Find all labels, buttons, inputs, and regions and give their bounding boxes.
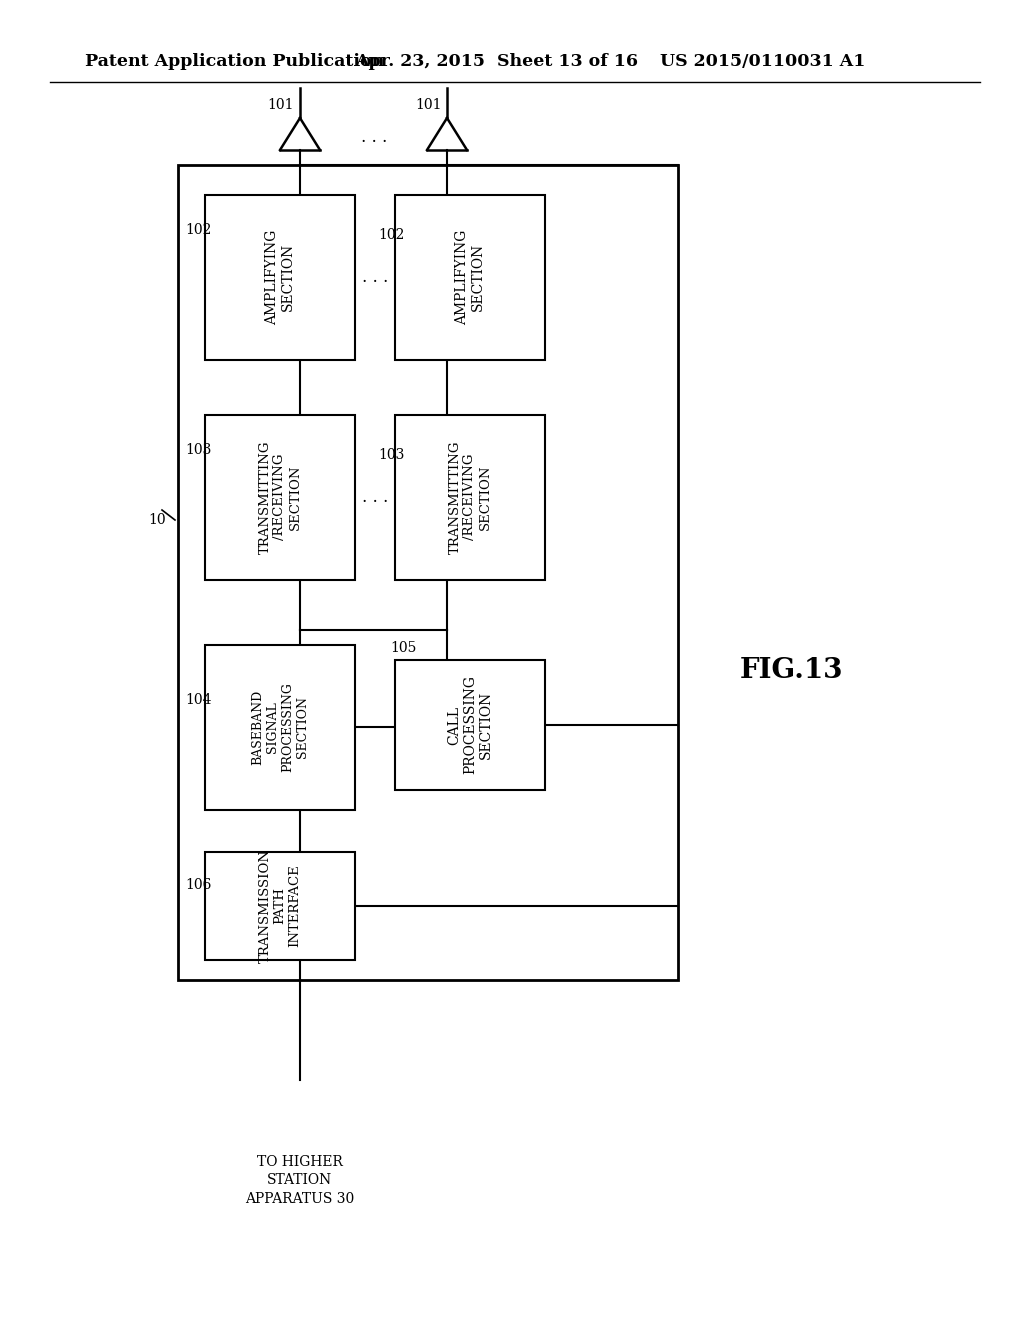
Text: 103: 103 bbox=[185, 444, 211, 457]
Text: 10: 10 bbox=[148, 513, 166, 527]
Text: 102: 102 bbox=[185, 223, 211, 238]
Text: TRANSMITTING
/RECEIVING
SECTION: TRANSMITTING /RECEIVING SECTION bbox=[258, 441, 301, 554]
Text: 104: 104 bbox=[185, 693, 212, 708]
Text: AMPLIFYING
SECTION: AMPLIFYING SECTION bbox=[455, 230, 485, 325]
Text: 101: 101 bbox=[415, 98, 441, 112]
Bar bbox=[205, 414, 355, 579]
Text: FIG.13: FIG.13 bbox=[740, 656, 844, 684]
Text: Apr. 23, 2015  Sheet 13 of 16: Apr. 23, 2015 Sheet 13 of 16 bbox=[355, 54, 638, 70]
Bar bbox=[395, 195, 545, 360]
Text: AMPLIFYING
SECTION: AMPLIFYING SECTION bbox=[265, 230, 295, 325]
Text: 105: 105 bbox=[390, 642, 417, 655]
Bar bbox=[178, 165, 678, 979]
Text: TRANSMISSION
PATH
INTERFACE: TRANSMISSION PATH INTERFACE bbox=[258, 849, 301, 964]
Text: Patent Application Publication: Patent Application Publication bbox=[85, 54, 384, 70]
Text: 101: 101 bbox=[267, 98, 294, 112]
Text: TO HIGHER
STATION
APPARATUS 30: TO HIGHER STATION APPARATUS 30 bbox=[246, 1155, 354, 1205]
Text: 102: 102 bbox=[378, 228, 404, 242]
Text: BASEBAND
SIGNAL
PROCESSING
SECTION: BASEBAND SIGNAL PROCESSING SECTION bbox=[251, 682, 309, 772]
Bar bbox=[395, 660, 545, 789]
Text: . . .: . . . bbox=[360, 129, 387, 147]
Bar bbox=[205, 645, 355, 810]
Text: TRANSMITTING
/RECEIVING
SECTION: TRANSMITTING /RECEIVING SECTION bbox=[449, 441, 492, 554]
Bar bbox=[395, 414, 545, 579]
Bar bbox=[205, 195, 355, 360]
Text: 106: 106 bbox=[185, 878, 211, 892]
Bar bbox=[205, 851, 355, 960]
Text: . . .: . . . bbox=[361, 269, 388, 286]
Text: . . .: . . . bbox=[361, 490, 388, 507]
Text: 103: 103 bbox=[378, 447, 404, 462]
Text: US 2015/0110031 A1: US 2015/0110031 A1 bbox=[660, 54, 865, 70]
Text: CALL
PROCESSING
SECTION: CALL PROCESSING SECTION bbox=[446, 676, 494, 775]
